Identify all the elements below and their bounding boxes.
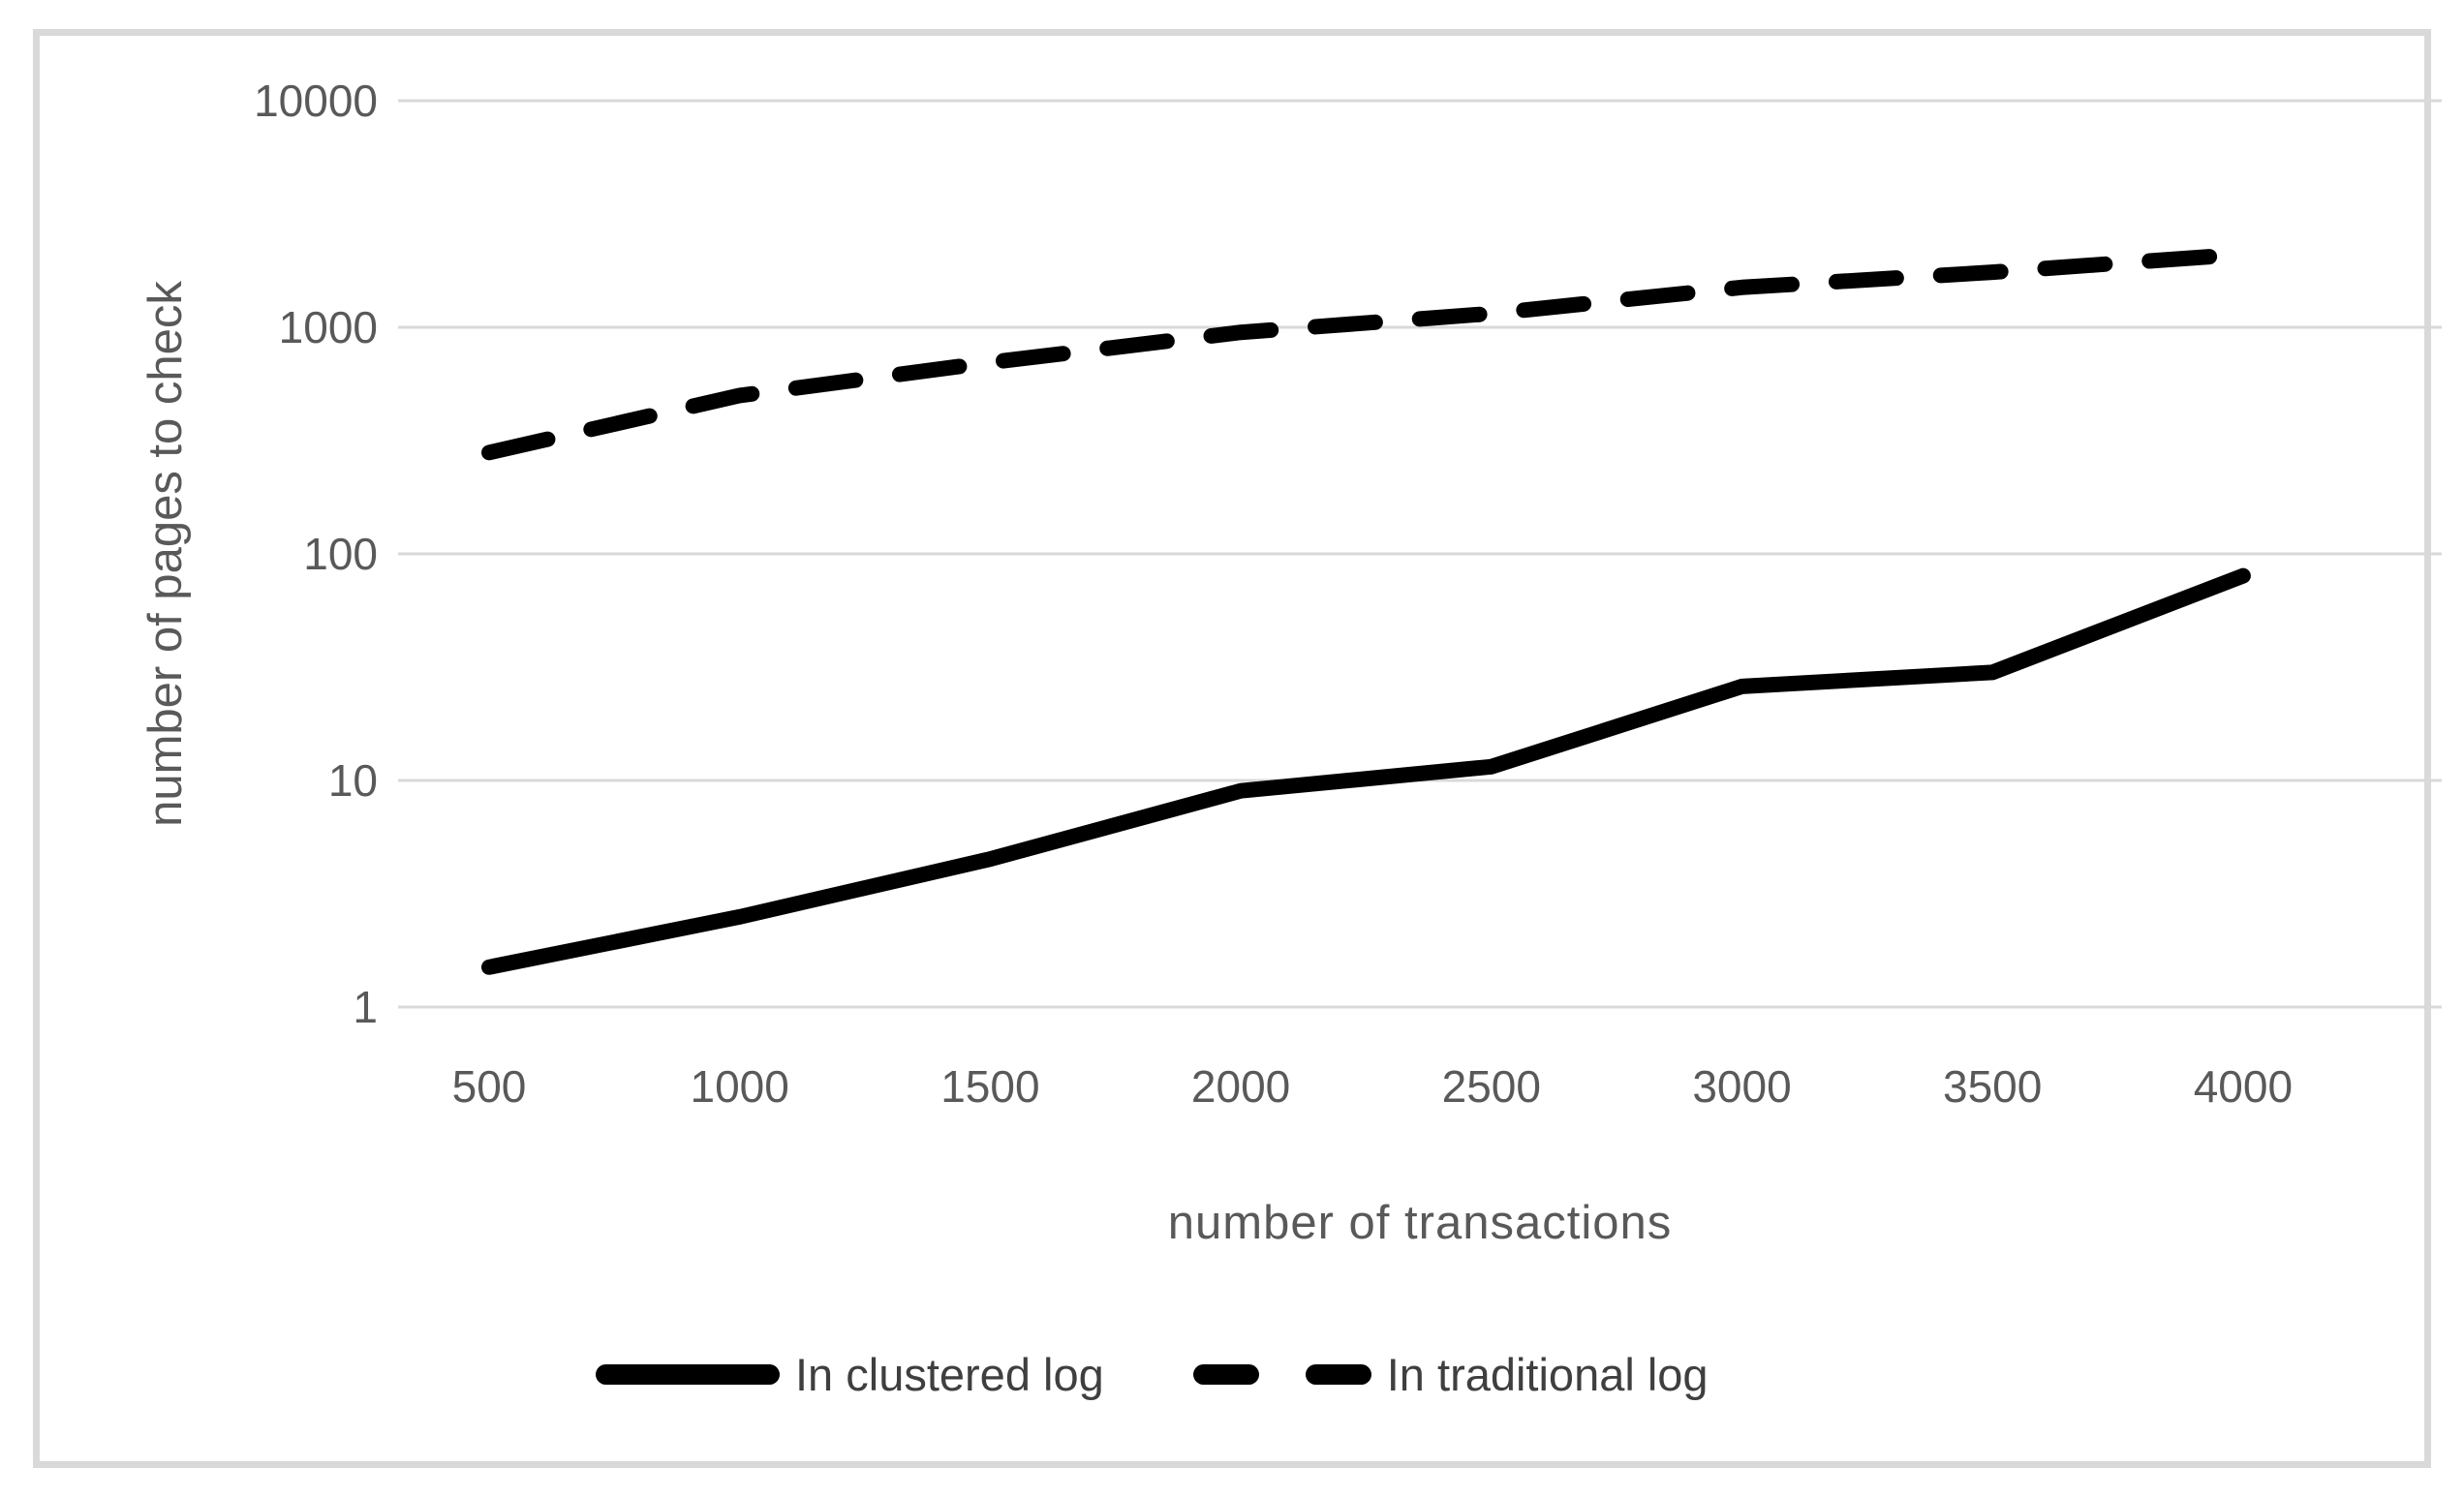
y-tick-label-100: 100 (303, 529, 378, 579)
figure-border (33, 29, 2431, 1468)
x-tick-label-3500: 3500 (1943, 1061, 2043, 1112)
legend-item-traditional: In traditional log (1192, 1348, 1709, 1401)
legend-label-traditional: In traditional log (1386, 1349, 1709, 1400)
series-line-traditional (481, 246, 2251, 461)
x-tick-label-2000: 2000 (1190, 1061, 1291, 1112)
legend-label-clustered: In clustered log (795, 1349, 1104, 1400)
y-axis-title: number of pages to check (139, 281, 192, 827)
y-tick-label-1000: 1000 (278, 302, 378, 352)
legend: In clustered log In traditional log (596, 1348, 1709, 1401)
legend-item-clustered: In clustered log (596, 1348, 1104, 1401)
solid-line-swatch (596, 1364, 780, 1385)
series-line-clustered (481, 567, 2251, 975)
x-tick-label-2500: 2500 (1441, 1061, 1541, 1112)
y-tick-label-10000: 10000 (254, 76, 378, 126)
x-tick-label-3000: 3000 (1692, 1061, 1792, 1112)
y-tick-label-10: 10 (327, 755, 378, 806)
dashed-line-swatch (1192, 1364, 1371, 1385)
x-axis-title: number of transactions (1167, 1197, 1673, 1249)
x-tick-label-4000: 4000 (2193, 1061, 2294, 1112)
y-tick-label-1: 1 (353, 982, 378, 1032)
x-tick-label-500: 500 (451, 1061, 527, 1112)
x-tick-label-1500: 1500 (940, 1061, 1040, 1112)
x-tick-label-1000: 1000 (690, 1061, 789, 1112)
